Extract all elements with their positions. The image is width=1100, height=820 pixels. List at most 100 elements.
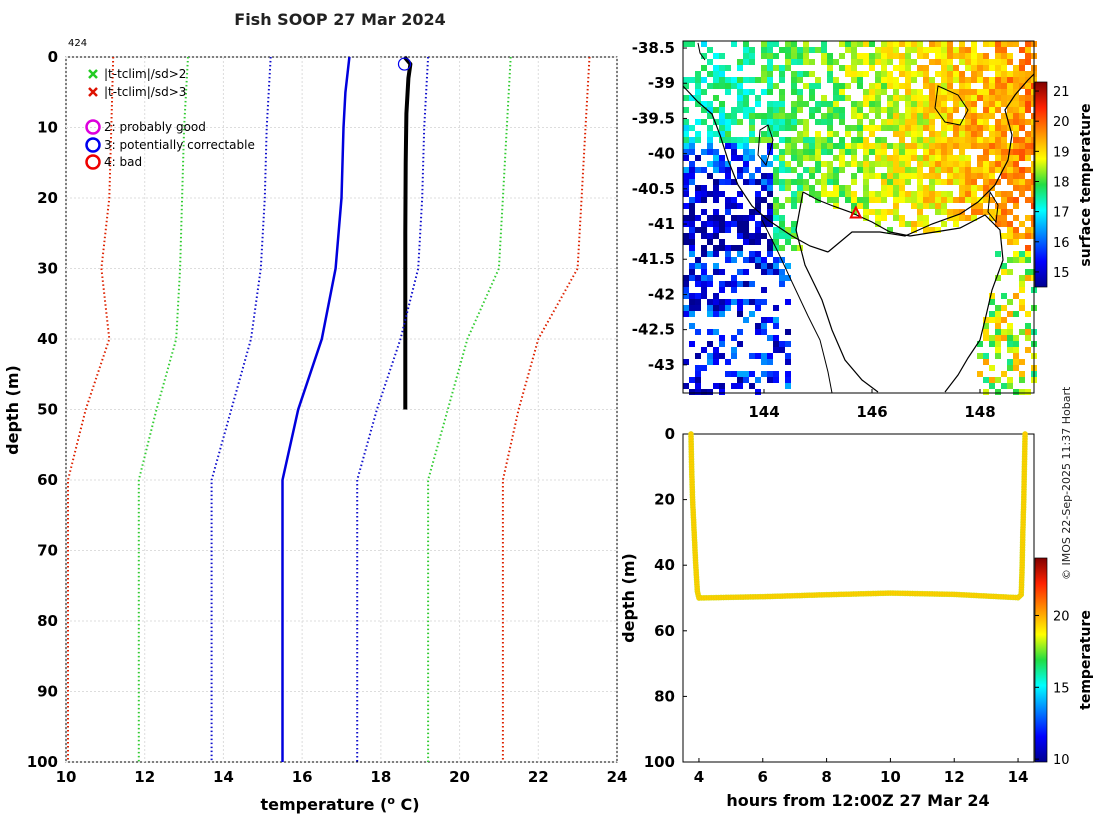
sst-pixel	[809, 191, 815, 197]
sst-pixel	[743, 239, 749, 245]
sst-pixel	[719, 125, 725, 131]
sst-pixel	[683, 167, 689, 173]
sst-pixel	[899, 161, 905, 167]
sst-pixel	[803, 179, 809, 185]
sst-pixel	[875, 173, 881, 179]
sst-pixel	[989, 107, 995, 113]
sst-pixel	[719, 119, 725, 125]
sst-pixel	[773, 173, 779, 179]
sst-pixel	[719, 281, 725, 287]
sst-pixel	[1007, 83, 1013, 89]
sst-pixel	[761, 287, 767, 293]
sst-pixel	[887, 107, 893, 113]
sst-pixel	[707, 149, 713, 155]
sst-pixel	[905, 89, 911, 95]
sst-pixel	[695, 101, 701, 107]
sst-pixel	[707, 281, 713, 287]
sst-pixel	[983, 65, 989, 71]
sst-pixel	[989, 113, 995, 119]
sst-pixel	[815, 149, 821, 155]
sst-pixel	[695, 365, 701, 371]
sst-pixel	[737, 233, 743, 239]
sst-pixel	[797, 245, 803, 251]
sst-pixel	[857, 53, 863, 59]
sst-pixel	[983, 41, 989, 47]
sst-pixel	[869, 149, 875, 155]
profile-y-tick-label: 10	[37, 119, 58, 137]
sst-pixel	[971, 47, 977, 53]
sst-pixel	[1001, 83, 1007, 89]
sst-pixel	[773, 371, 779, 377]
sst-pixel	[737, 119, 743, 125]
sst-pixel	[737, 203, 743, 209]
sst-pixel	[695, 353, 701, 359]
sst-pixel	[1019, 377, 1025, 383]
sst-pixel	[863, 149, 869, 155]
profile-y-tick-label: 80	[37, 612, 58, 630]
sst-pixel	[959, 59, 965, 65]
sst-pixel	[779, 65, 785, 71]
sst-pixel	[767, 251, 773, 257]
sst-pixel	[1025, 215, 1031, 221]
sst-pixel	[785, 359, 791, 365]
sst-pixel	[731, 221, 737, 227]
sst-pixel	[971, 137, 977, 143]
sst-pixel	[815, 107, 821, 113]
sst-pixel	[767, 377, 773, 383]
sst-pixel	[767, 119, 773, 125]
sst-pixel	[941, 161, 947, 167]
profile-x-tick-label: 10	[56, 768, 77, 786]
sst-pixel	[851, 59, 857, 65]
sst-pixel	[947, 83, 953, 89]
sst-pixel	[911, 143, 917, 149]
sst-pixel	[941, 179, 947, 185]
sst-pixel	[959, 71, 965, 77]
sst-pixel	[713, 83, 719, 89]
sst-pixel	[1025, 149, 1031, 155]
sst-pixel	[701, 101, 707, 107]
sst-pixel	[707, 353, 713, 359]
sst-pixel	[755, 233, 761, 239]
sst-pixel	[731, 77, 737, 83]
sst-pixel	[869, 89, 875, 95]
legend-entry-label: 2: probably good	[104, 120, 206, 134]
sst-pixel	[929, 179, 935, 185]
sst-pixel	[1001, 335, 1007, 341]
sst-pixel	[881, 191, 887, 197]
sst-pixel	[761, 359, 767, 365]
flag-marker	[397, 57, 412, 71]
sst-pixel	[863, 215, 869, 221]
sst-pixel	[719, 53, 725, 59]
sst-pixel	[1013, 233, 1019, 239]
sst-pixel	[743, 299, 749, 305]
profile-y-tick-label: 30	[37, 260, 58, 278]
sst-pixel	[713, 155, 719, 161]
sst-pixel	[725, 203, 731, 209]
sst-pixel	[851, 149, 857, 155]
sst-pixel	[947, 209, 953, 215]
sst-pixel	[869, 101, 875, 107]
sst-pixel	[689, 179, 695, 185]
sst-pixel	[995, 329, 1001, 335]
sst-pixel	[1025, 227, 1031, 233]
sst-pixel	[821, 179, 827, 185]
sst-pixel	[1019, 251, 1025, 257]
sst-pixel	[809, 95, 815, 101]
sst-pixel	[881, 209, 887, 215]
profile-x-tick-label: 16	[292, 768, 313, 786]
sst-pixel	[905, 41, 911, 47]
sst-pixel	[749, 257, 755, 263]
sst-pixel	[785, 59, 791, 65]
sst-pixel	[881, 125, 887, 131]
sst-pixel	[1007, 77, 1013, 83]
sst-pixel	[683, 311, 689, 317]
sst-pixel	[1013, 77, 1019, 83]
sst-pixel	[743, 269, 749, 275]
sst-pixel	[875, 161, 881, 167]
sst-pixel	[959, 125, 965, 131]
sst-pixel	[707, 143, 713, 149]
sst-pixel	[863, 173, 869, 179]
series-mean-2sd	[356, 56, 430, 762]
sst-pixel	[1001, 305, 1007, 311]
